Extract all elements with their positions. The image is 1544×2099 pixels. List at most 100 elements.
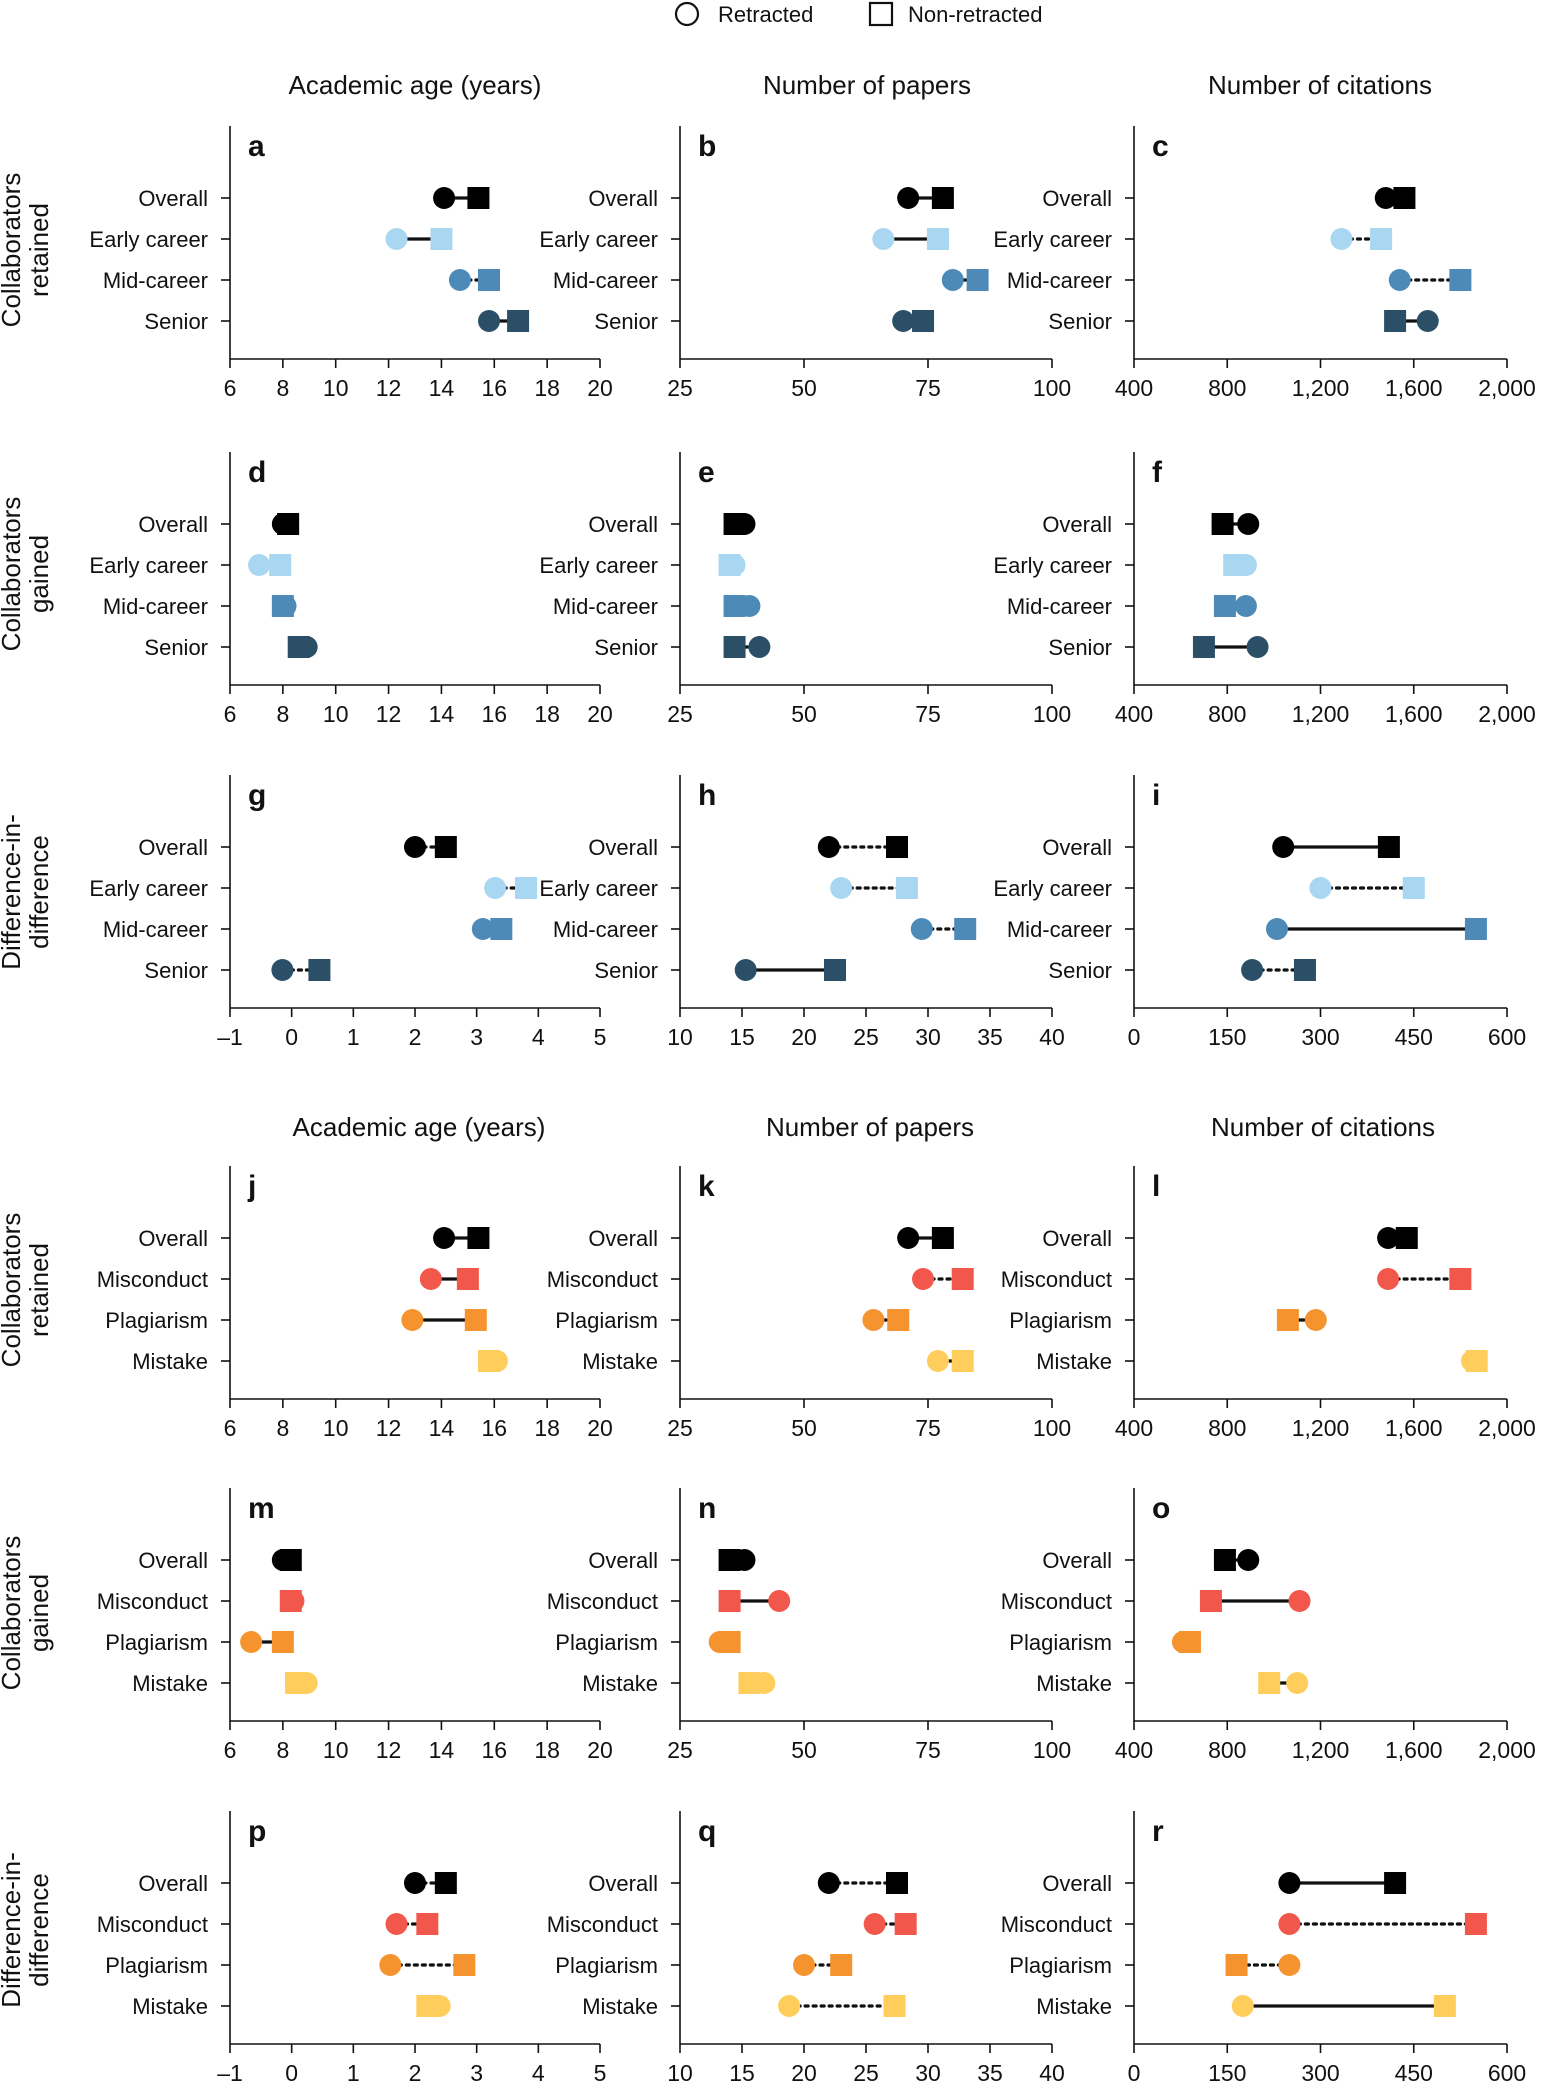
retracted-marker: [1246, 636, 1269, 658]
retracted-marker: [1288, 1590, 1311, 1612]
retracted-marker: [748, 636, 771, 658]
x-tick-label: 2,000: [1478, 701, 1536, 727]
retracted-marker: [1237, 513, 1260, 535]
category-label: Overall: [1042, 1548, 1112, 1573]
retracted-marker: [897, 1227, 920, 1249]
retracted-marker: [1278, 1913, 1301, 1935]
x-tick-label: 16: [481, 1415, 507, 1441]
x-tick-label: 16: [481, 375, 507, 401]
retracted-marker: [830, 877, 853, 899]
non-retracted-marker: [1199, 1590, 1222, 1612]
x-tick-label: 18: [534, 375, 560, 401]
retracted-marker: [734, 959, 757, 981]
retracted-marker: [1309, 877, 1332, 899]
x-tick-label: 6: [224, 1737, 237, 1763]
x-tick-label: 450: [1395, 2060, 1433, 2086]
x-tick-label: 35: [977, 2060, 1003, 2086]
legend-retracted-marker: [674, 1, 700, 27]
x-tick-label: 1,600: [1385, 1737, 1443, 1763]
category-label: Mid-career: [103, 594, 208, 619]
category-label: Early career: [993, 227, 1112, 252]
retracted-marker: [1241, 959, 1264, 981]
retracted-marker: [733, 1549, 756, 1571]
category-label: Misconduct: [547, 1912, 658, 1937]
category-label: Overall: [1042, 1871, 1112, 1896]
panel-a: a 6 8 10 12 14 16 18 20 Overall Early career Mid-ca…: [89, 126, 613, 401]
retracted-marker: [1304, 1309, 1327, 1331]
non-retracted-marker: [1258, 1672, 1281, 1694]
legend-retracted-label: Retracted: [718, 2, 813, 27]
non-retracted-marker: [887, 1309, 910, 1331]
non-retracted-marker: [1225, 1954, 1248, 1976]
non-retracted-marker: [1402, 877, 1425, 899]
x-tick-label: 12: [376, 375, 402, 401]
category-label: Misconduct: [97, 1267, 208, 1292]
category-label: Misconduct: [1001, 1912, 1112, 1937]
retracted-marker: [433, 187, 456, 209]
category-label: Overall: [138, 835, 208, 860]
x-tick-label: 40: [1039, 2060, 1065, 2086]
category-label: Senior: [144, 635, 208, 660]
x-tick-label: 75: [915, 1737, 941, 1763]
x-tick-label: 1,200: [1292, 1737, 1350, 1763]
retracted-marker: [471, 918, 494, 940]
x-tick-label: 150: [1208, 1024, 1246, 1050]
non-retracted-marker: [1393, 187, 1416, 209]
row-title-gained-4: gained: [24, 1574, 54, 1652]
retracted-marker: [941, 269, 964, 291]
category-label: Senior: [594, 635, 658, 660]
category-label: Plagiarism: [105, 1630, 208, 1655]
retracted-marker: [897, 187, 920, 209]
column-title-academic-age-top: Academic age (years): [289, 70, 542, 100]
column-title-citations-bottom: Number of citations: [1211, 1112, 1435, 1142]
panel-m: m 6 8 10 12 14 16 18 20 Overall Misconduct Plagiari…: [97, 1488, 613, 1763]
legend-non-retracted-marker: [868, 1, 894, 27]
retracted-marker: [271, 959, 294, 981]
x-tick-label: 50: [791, 375, 817, 401]
x-tick-label: 25: [853, 1024, 879, 1050]
x-tick-label: 0: [285, 1024, 298, 1050]
non-retracted-marker: [490, 918, 513, 940]
retracted-marker: [1377, 1268, 1400, 1290]
non-retracted-marker: [434, 1872, 457, 1894]
column-title-papers-bottom: Number of papers: [766, 1112, 974, 1142]
x-tick-label: 12: [376, 1737, 402, 1763]
row-title-did-4: difference: [24, 1873, 54, 1987]
category-label: Early career: [539, 227, 658, 252]
panel-label: m: [248, 1492, 275, 1525]
x-tick-label: 600: [1488, 1024, 1526, 1050]
x-tick-label: 14: [429, 375, 455, 401]
category-label: Misconduct: [1001, 1267, 1112, 1292]
panel-label: d: [248, 456, 266, 489]
non-retracted-marker: [951, 1350, 974, 1372]
retracted-marker: [1278, 1954, 1301, 1976]
panel-q: q 10 15 20 25 30 35 40 Overall Misconduct Plagiari…: [547, 1811, 1065, 2086]
non-retracted-marker: [467, 1227, 490, 1249]
category-label: Overall: [1042, 1226, 1112, 1251]
x-tick-label: 8: [276, 1415, 289, 1441]
category-label: Mistake: [1036, 1671, 1112, 1696]
x-tick-label: 25: [667, 701, 693, 727]
retracted-marker: [1416, 310, 1439, 332]
x-tick-label: 20: [587, 1415, 613, 1441]
non-retracted-marker: [269, 554, 292, 576]
category-label: Mistake: [132, 1349, 208, 1374]
row-title-retained-4: retained: [24, 1243, 54, 1337]
category-label: Overall: [138, 1226, 208, 1251]
panel-n: n 25 50 75 100 Overall Misconduct Plagiarism Mis…: [547, 1488, 1071, 1763]
x-tick-label: 5: [594, 2060, 607, 2086]
category-label: Early career: [993, 876, 1112, 901]
x-tick-label: 20: [587, 701, 613, 727]
x-tick-label: 1,600: [1385, 375, 1443, 401]
column-title-papers-top: Number of papers: [763, 70, 971, 100]
x-tick-label: 50: [791, 1737, 817, 1763]
panel-h: h 10 15 20 25 30 35 40 Overall Early career Mid-ca…: [539, 775, 1065, 1050]
category-label: Overall: [588, 835, 658, 860]
x-tick-label: 75: [915, 375, 941, 401]
non-retracted-marker: [966, 269, 989, 291]
x-tick-label: 1: [347, 1024, 360, 1050]
category-label: Mistake: [1036, 1994, 1112, 2019]
x-tick-label: 14: [429, 1737, 455, 1763]
non-retracted-marker: [824, 959, 846, 981]
